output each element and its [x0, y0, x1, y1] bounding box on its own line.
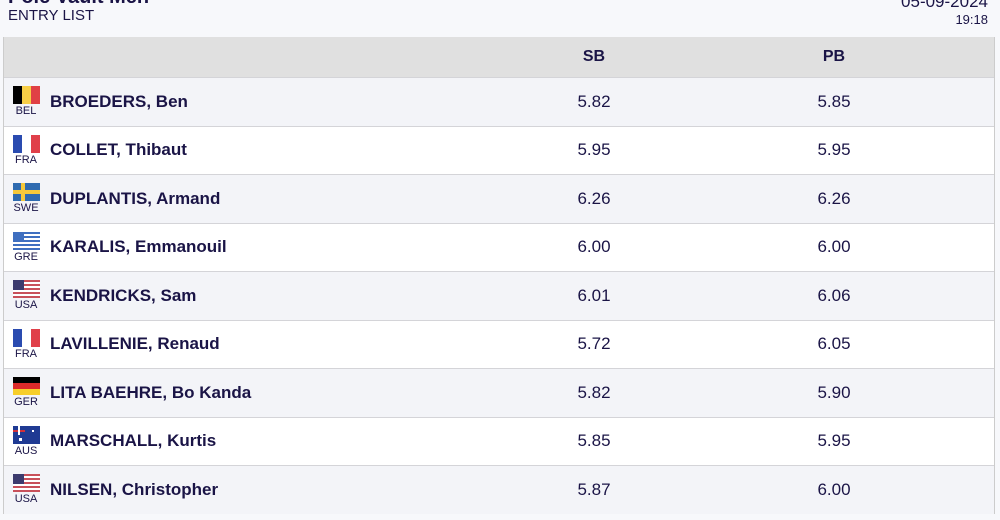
athlete-name[interactable]: COLLET, Thibaut [50, 140, 187, 160]
flag-icon [12, 280, 40, 299]
table-row[interactable]: GER LITA BAEHRE, Bo Kanda 5.82 5.90 [4, 368, 994, 417]
event-time: 19:18 [955, 12, 988, 27]
event-title: Pole Vault Men [8, 0, 149, 9]
table-row[interactable]: BEL BROEDERS, Ben 5.82 5.85 [4, 77, 994, 126]
flag-icon [12, 377, 40, 396]
flag-icon [12, 86, 40, 105]
country-code: USA [14, 299, 38, 312]
column-header-pb: PB [822, 48, 846, 65]
table-row[interactable]: FRA LAVILLENIE, Renaud 5.72 6.05 [4, 319, 994, 368]
athlete-name[interactable]: DUPLANTIS, Armand [50, 188, 221, 208]
season-best: 6.26 [577, 188, 611, 208]
athlete-name[interactable]: KARALIS, Emmanouil [50, 237, 227, 257]
personal-best: 6.05 [817, 334, 851, 354]
personal-best: 6.26 [817, 188, 851, 208]
country-code: AUS [14, 444, 38, 457]
table-row[interactable]: GRE KARALIS, Emmanouil 6.00 6.00 [4, 222, 994, 271]
season-best: 5.95 [577, 140, 611, 160]
country-code: BEL [15, 105, 37, 118]
personal-best: 6.00 [817, 237, 851, 257]
country-code: GER [14, 396, 38, 409]
season-best: 5.72 [577, 334, 611, 354]
country-code: FRA [15, 153, 37, 166]
table-row[interactable]: FRA COLLET, Thibaut 5.95 5.95 [4, 125, 994, 174]
athlete-name[interactable]: LITA BAEHRE, Bo Kanda [50, 382, 252, 402]
column-header-sb: SB [582, 48, 606, 65]
flag-icon [12, 183, 40, 202]
season-best: 6.00 [577, 237, 611, 257]
personal-best: 5.85 [817, 91, 851, 111]
season-best: 5.87 [577, 479, 611, 499]
table-row[interactable]: SWE DUPLANTIS, Armand 6.26 6.26 [4, 174, 994, 223]
table-row[interactable]: USA KENDRICKS, Sam 6.01 6.06 [4, 271, 994, 320]
personal-best: 6.06 [817, 285, 851, 305]
personal-best: 5.95 [817, 140, 851, 160]
country-code: USA [14, 493, 38, 506]
country-code: SWE [13, 202, 39, 215]
table-row[interactable]: USA NILSEN, Christopher 5.87 6.00 [4, 465, 994, 514]
season-best: 5.82 [577, 91, 611, 111]
entry-table: SB PB BEL BROEDERS, Ben 5.82 5.85 FRA COLLET,… [3, 37, 995, 514]
season-best: 6.01 [577, 285, 611, 305]
table-row[interactable]: AUS MARSCHALL, Kurtis 5.85 5.95 [4, 416, 994, 465]
flag-icon [12, 231, 40, 250]
personal-best: 6.00 [817, 479, 851, 499]
flag-icon [12, 474, 40, 493]
athlete-name[interactable]: LAVILLENIE, Renaud [50, 334, 220, 354]
season-best: 5.85 [577, 431, 611, 451]
flag-icon [12, 425, 40, 444]
personal-best: 5.90 [817, 382, 851, 402]
flag-icon [12, 328, 40, 347]
entry-list-label: ENTRY LIST [8, 7, 95, 24]
country-code: FRA [15, 347, 37, 360]
athlete-name[interactable]: KENDRICKS, Sam [50, 285, 197, 305]
athlete-name[interactable]: BROEDERS, Ben [50, 91, 188, 111]
season-best: 5.82 [577, 382, 611, 402]
athlete-name[interactable]: NILSEN, Christopher [50, 479, 219, 499]
country-code: GRE [14, 250, 38, 263]
personal-best: 5.95 [817, 431, 851, 451]
flag-icon [12, 134, 40, 153]
event-date: 05-09-2024 [901, 0, 988, 11]
athlete-name[interactable]: MARSCHALL, Kurtis [50, 431, 217, 451]
table-header: SB PB [4, 37, 994, 77]
